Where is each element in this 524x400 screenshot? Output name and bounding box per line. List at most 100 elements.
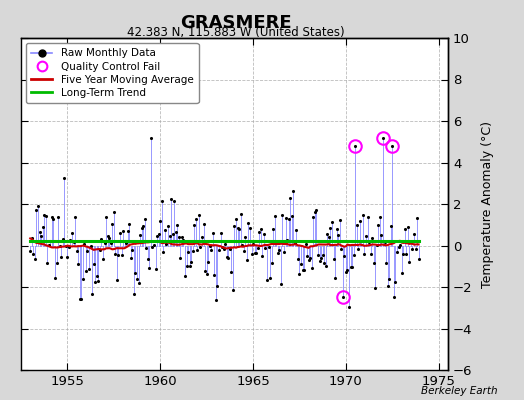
Point (212, 297, 220, 304)
Point (285, 216, 293, 222)
Point (46, 238, 54, 244)
Point (184, 249, 192, 256)
Point (31, 256, 39, 262)
Point (69, 238, 78, 245)
Point (164, 223, 172, 230)
Point (231, 222, 239, 229)
Point (45, 242, 53, 248)
Point (158, 198, 166, 204)
Point (288, 213, 296, 219)
Point (263, 277, 271, 284)
Point (168, 230, 177, 237)
Point (142, 245, 150, 251)
Point (332, 226, 341, 232)
Point (227, 268, 236, 275)
Point (189, 248, 197, 254)
Point (220, 246, 228, 252)
Point (340, 252, 348, 259)
Point (41, 212, 50, 219)
Point (309, 213, 318, 220)
Point (29, 250, 38, 257)
Point (354, 246, 363, 253)
Point (249, 241, 257, 247)
Point (272, 238, 280, 245)
Point (260, 231, 268, 237)
Point (334, 232, 342, 239)
Point (308, 265, 316, 271)
Point (144, 256, 152, 262)
Point (403, 224, 412, 230)
Point (382, 260, 390, 266)
Point (233, 225, 242, 232)
Point (147, 134, 155, 141)
Point (390, 293, 398, 300)
Point (255, 229, 264, 236)
Legend: Raw Monthly Data, Quality Control Fail, Five Year Moving Average, Long-Term Tren: Raw Monthly Data, Quality Control Fail, … (26, 43, 199, 103)
Point (52, 260, 61, 266)
Point (72, 248, 81, 255)
Point (399, 251, 407, 258)
Point (246, 225, 254, 232)
Point (350, 252, 358, 258)
Point (136, 232, 144, 238)
Point (215, 247, 223, 254)
Point (410, 230, 418, 237)
Point (346, 264, 355, 270)
Point (71, 214, 79, 220)
Point (387, 223, 395, 230)
Point (56, 242, 64, 249)
Point (148, 244, 157, 251)
Point (137, 224, 146, 231)
Point (369, 260, 378, 266)
Point (348, 264, 356, 270)
Point (258, 253, 267, 259)
Point (140, 216, 149, 222)
Point (362, 232, 370, 239)
Point (195, 211, 203, 218)
Point (171, 228, 180, 235)
Point (359, 212, 367, 218)
Point (155, 231, 163, 237)
Point (235, 226, 243, 232)
Point (128, 247, 137, 253)
Point (32, 206, 41, 213)
Point (99, 256, 107, 262)
Point (174, 234, 183, 240)
Point (229, 287, 237, 293)
Point (345, 304, 353, 310)
Point (221, 241, 230, 248)
Point (303, 253, 311, 260)
Point (322, 262, 330, 269)
Point (329, 256, 337, 262)
Point (371, 285, 379, 291)
Point (65, 243, 73, 250)
Point (86, 242, 95, 249)
Point (396, 242, 404, 248)
Point (103, 232, 112, 239)
Point (133, 275, 141, 282)
Text: Berkeley Earth: Berkeley Earth (421, 386, 498, 396)
Point (244, 220, 253, 226)
Point (114, 252, 123, 258)
Point (97, 236, 106, 242)
Point (90, 261, 98, 267)
Point (199, 221, 208, 227)
Point (232, 216, 240, 223)
Point (296, 271, 304, 277)
Point (48, 213, 56, 220)
Point (357, 238, 366, 244)
Point (339, 294, 347, 300)
Point (77, 296, 85, 303)
Point (266, 275, 274, 281)
Point (306, 254, 314, 261)
Point (312, 206, 321, 213)
Point (407, 238, 415, 245)
Point (400, 226, 409, 232)
Point (185, 263, 194, 270)
Point (342, 269, 350, 276)
Point (40, 211, 48, 218)
Point (294, 255, 302, 262)
Point (393, 248, 401, 255)
Point (408, 246, 417, 252)
Point (102, 214, 110, 220)
